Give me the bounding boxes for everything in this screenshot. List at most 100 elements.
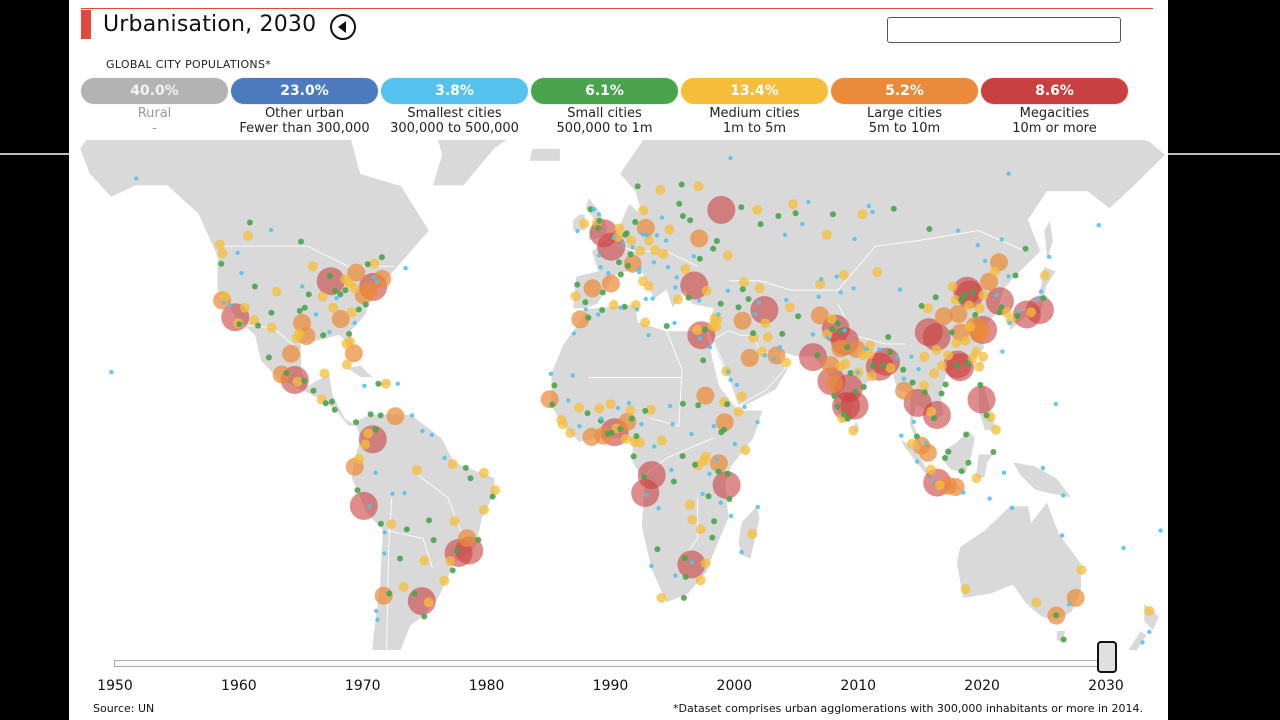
city-marker-smallest[interactable] <box>606 270 611 276</box>
city-marker-large[interactable] <box>583 279 602 298</box>
city-marker-small[interactable] <box>938 390 945 397</box>
city-marker-smallest[interactable] <box>595 312 601 317</box>
city-marker-small[interactable] <box>236 321 243 328</box>
city-marker-smallest[interactable] <box>663 238 669 243</box>
city-marker-small[interactable] <box>834 403 841 410</box>
city-marker-small[interactable] <box>942 455 948 461</box>
city-marker-small[interactable] <box>676 200 683 207</box>
city-marker-medium[interactable] <box>655 184 666 195</box>
category-smallest[interactable]: 3.8% Smallest cities 300,000 to 500,000 <box>380 77 529 136</box>
city-marker-small[interactable] <box>913 433 920 440</box>
city-marker-small[interactable] <box>301 304 308 311</box>
city-marker-large[interactable] <box>895 381 914 400</box>
city-marker-large[interactable] <box>810 306 829 325</box>
city-marker-medium[interactable] <box>620 433 631 444</box>
city-marker-small[interactable] <box>860 384 867 390</box>
city-marker-small[interactable] <box>331 406 338 413</box>
city-marker-smallest[interactable] <box>870 209 875 215</box>
city-marker-large[interactable] <box>918 443 937 462</box>
city-marker-medium[interactable] <box>672 294 683 305</box>
city-marker-small[interactable] <box>953 362 960 369</box>
city-marker-large[interactable] <box>696 386 715 405</box>
city-marker-small[interactable] <box>595 224 602 231</box>
city-marker-small[interactable] <box>467 475 474 482</box>
city-marker-smallest[interactable] <box>1140 640 1145 645</box>
city-marker-small[interactable] <box>679 453 686 459</box>
category-large-percent[interactable]: 5.2% <box>830 77 979 105</box>
city-marker-medium[interactable] <box>826 314 837 324</box>
city-marker-medium[interactable] <box>345 336 355 347</box>
city-marker-smallest[interactable] <box>838 290 843 295</box>
city-marker-medium[interactable] <box>664 224 675 235</box>
city-marker-large[interactable] <box>825 374 844 393</box>
city-marker-small[interactable] <box>489 493 496 500</box>
city-marker-medium[interactable] <box>565 428 576 438</box>
city-marker-small[interactable] <box>961 292 968 299</box>
city-marker-medium[interactable] <box>866 371 877 382</box>
city-marker-small[interactable] <box>1060 636 1067 643</box>
city-marker-small[interactable] <box>701 326 708 333</box>
city-marker-small[interactable] <box>584 410 591 417</box>
city-marker-large[interactable] <box>715 413 734 432</box>
city-marker-medium[interactable] <box>695 575 706 586</box>
city-marker-smallest[interactable] <box>909 354 914 359</box>
city-marker-medium[interactable] <box>449 516 460 527</box>
city-marker-mega[interactable] <box>707 195 736 224</box>
city-marker-small[interactable] <box>909 379 916 386</box>
city-marker-medium[interactable] <box>698 456 709 467</box>
category-medium[interactable]: 13.4% Medium cities 1m to 5m <box>680 77 829 136</box>
city-marker-smallest[interactable] <box>819 277 824 282</box>
city-marker-smallest[interactable] <box>899 433 904 438</box>
city-marker-small[interactable] <box>268 309 275 316</box>
city-marker-smallest[interactable] <box>640 232 645 237</box>
timeline-track[interactable] <box>114 660 1107 667</box>
city-marker-small[interactable] <box>840 411 847 418</box>
city-marker-small[interactable] <box>890 205 897 212</box>
city-marker-smallest[interactable] <box>375 617 380 622</box>
city-marker-smallest[interactable] <box>659 215 665 220</box>
play-back-button[interactable] <box>330 14 356 40</box>
city-marker-smallest[interactable] <box>732 441 738 447</box>
city-marker-smallest[interactable] <box>1006 274 1011 279</box>
city-marker-large[interactable] <box>831 339 850 358</box>
city-marker-small[interactable] <box>931 415 938 422</box>
city-marker-smallest[interactable] <box>420 428 425 434</box>
city-marker-smallest[interactable] <box>669 467 674 473</box>
city-marker-small[interactable] <box>795 313 802 320</box>
city-marker-medium[interactable] <box>700 558 711 569</box>
city-marker-mega[interactable] <box>316 267 345 296</box>
city-marker-small[interactable] <box>255 322 261 329</box>
city-marker-smallest[interactable] <box>228 303 233 308</box>
city-marker-small[interactable] <box>337 291 344 298</box>
category-large[interactable]: 5.2% Large cities 5m to 10m <box>830 77 979 136</box>
city-marker-medium[interactable] <box>328 302 339 313</box>
category-medium-percent[interactable]: 13.4% <box>680 77 829 105</box>
city-marker-smallest[interactable] <box>570 373 575 378</box>
city-marker-small[interactable] <box>998 304 1005 311</box>
city-marker-medium[interactable] <box>638 205 649 216</box>
city-marker-medium[interactable] <box>695 524 706 535</box>
city-marker-smallest[interactable] <box>771 356 776 361</box>
city-marker-small[interactable] <box>625 262 631 269</box>
city-marker-large[interactable] <box>386 407 405 426</box>
city-marker-smallest[interactable] <box>665 265 671 270</box>
city-marker-smallest[interactable] <box>596 212 602 217</box>
city-marker-medium[interactable] <box>692 325 703 335</box>
city-marker-small[interactable] <box>305 291 312 298</box>
city-marker-smallest[interactable] <box>402 490 407 496</box>
city-marker-smallest[interactable] <box>634 307 640 312</box>
city-marker-smallest[interactable] <box>651 260 657 265</box>
city-marker-medium[interactable] <box>857 209 868 220</box>
city-marker-medium[interactable] <box>1031 597 1042 608</box>
city-marker-medium[interactable] <box>635 245 646 256</box>
city-marker-smallest[interactable] <box>637 269 642 275</box>
city-marker-small[interactable] <box>969 289 976 296</box>
city-marker-small[interactable] <box>617 271 624 278</box>
city-marker-medium[interactable] <box>747 528 758 539</box>
city-marker-smallest[interactable] <box>756 300 761 305</box>
city-marker-smallest[interactable] <box>982 258 988 263</box>
city-marker-smallest[interactable] <box>864 346 869 352</box>
city-marker-medium[interactable] <box>656 592 667 603</box>
city-marker-small[interactable] <box>296 307 303 314</box>
city-marker-smallest[interactable] <box>707 345 713 350</box>
